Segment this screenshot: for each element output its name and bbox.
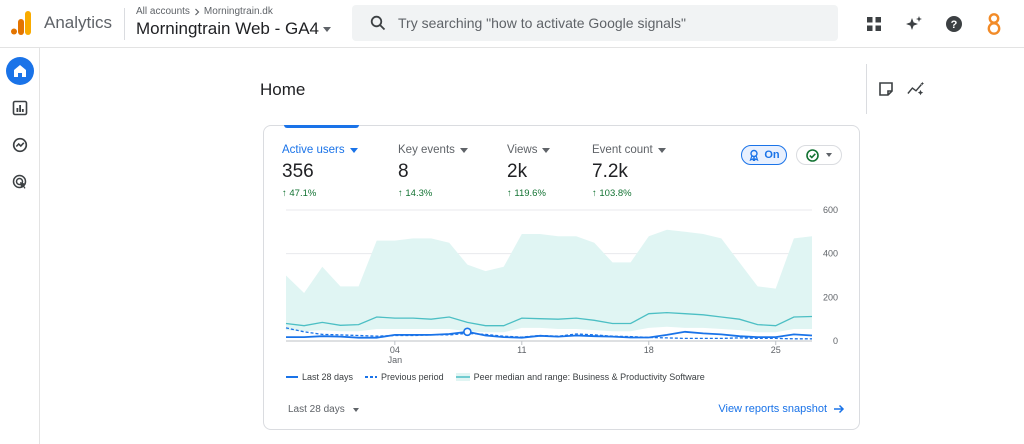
chevron-down-icon: [657, 147, 666, 153]
help-icon[interactable]: ?: [942, 12, 966, 36]
legend-label: Last 28 days: [302, 372, 354, 382]
top-icons: ?: [862, 12, 1006, 36]
metric-value: 2k: [507, 161, 528, 182]
x-tick-label: 04: [390, 345, 400, 355]
metric-name[interactable]: Views: [507, 144, 538, 156]
data-quality-dropdown[interactable]: [796, 145, 842, 165]
account-icon[interactable]: [982, 12, 1006, 36]
header-divider: [124, 8, 125, 40]
metric-name-container[interactable]: Key events: [398, 144, 468, 156]
view-link-label[interactable]: View reports snapshot: [718, 403, 827, 415]
advertising-icon[interactable]: [6, 168, 34, 196]
metric-change: ↑ 119.6%: [507, 188, 550, 199]
x-tick-month-label: Jan: [388, 355, 403, 364]
reports-icon[interactable]: [6, 94, 34, 122]
metric-value: 8: [398, 161, 409, 182]
series-line-solid: [286, 330, 813, 339]
view-reports-snapshot-link[interactable]: View reports snapshot: [718, 403, 845, 415]
metric-name-container[interactable]: Active users: [282, 144, 358, 156]
x-tick-label: 18: [644, 345, 654, 355]
hover-point: [463, 327, 472, 337]
metric-value: 7.2k: [592, 161, 628, 182]
chevron-down-icon: [826, 153, 832, 157]
left-nav: [0, 48, 40, 444]
property-name[interactable]: Morningtrain Web - GA4: [136, 19, 319, 38]
arrow-up-icon: ↑: [398, 188, 403, 199]
x-tick-label: 25: [771, 345, 781, 355]
search-bar[interactable]: [352, 5, 838, 41]
date-range-selector[interactable]: Last 28 days: [288, 404, 359, 415]
breadcrumb[interactable]: All accounts Morningtrain.dk: [136, 6, 273, 17]
metric-name-container[interactable]: Views: [507, 144, 551, 156]
metric-name[interactable]: Event count: [592, 144, 653, 156]
legend-swatch-solid: [286, 376, 298, 378]
legend-item-previous-period: Previous period: [365, 372, 444, 382]
notes-icon[interactable]: [877, 80, 895, 98]
metric-change-value: 103.8%: [599, 188, 632, 199]
series-line-median: [285, 311, 813, 327]
apps-grid-icon[interactable]: [862, 12, 886, 36]
legend-item-peer-median: Peer median and range: Business & Produc…: [455, 372, 705, 382]
metric-value: 356: [282, 161, 314, 182]
legend-item-last-28-days: Last 28 days: [286, 372, 353, 382]
metric-change-value: 47.1%: [289, 188, 317, 199]
peer-range-band: [286, 229, 812, 333]
analytics-logo-icon[interactable]: [10, 11, 32, 35]
x-tick-label: 11: [517, 345, 526, 355]
metric-event-count[interactable]: Event count 7.2k ↑ 103.8%: [592, 144, 666, 199]
chevron-down-icon: [349, 147, 358, 153]
home-icon[interactable]: [6, 57, 34, 85]
metric-name[interactable]: Active users: [282, 144, 345, 156]
date-range-label[interactable]: Last 28 days: [288, 404, 345, 415]
chevron-down-icon: [352, 407, 359, 412]
y-tick-label: 600: [823, 206, 838, 215]
search-icon: [370, 15, 386, 31]
breadcrumb-account[interactable]: Morningtrain.dk: [203, 6, 273, 17]
app-name: Analytics: [44, 13, 113, 32]
legend-label: Previous period: [381, 372, 444, 382]
chart-legend: Last 28 days Previous period Peer median…: [286, 372, 705, 382]
arrow-up-icon: ↑: [592, 188, 597, 199]
metric-active-users[interactable]: Active users 356 ↑ 47.1%: [282, 144, 358, 199]
chevron-down-icon: [322, 26, 331, 32]
svg-text:?: ?: [951, 19, 958, 31]
arrow-up-icon: ↑: [282, 188, 287, 199]
y-tick-label: 200: [823, 292, 838, 302]
arrow-right-icon: [834, 404, 845, 414]
benchmark-toggle[interactable]: On: [741, 145, 787, 165]
active-tab-indicator: [284, 125, 359, 128]
chevron-down-icon: [542, 147, 551, 153]
chevron-right-icon: [194, 8, 200, 15]
y-tick-label: 0: [833, 336, 838, 346]
y-tick-label: 400: [823, 249, 838, 259]
metric-change-value: 119.6%: [514, 188, 546, 199]
insights-icon[interactable]: [907, 80, 925, 98]
check-circle-icon: [806, 148, 819, 162]
page-title: Home: [260, 80, 306, 99]
sparkle-icon[interactable]: [902, 12, 926, 36]
right-rail-divider: [866, 64, 867, 114]
search-input[interactable]: [398, 15, 818, 31]
breadcrumb-all-accounts[interactable]: All accounts: [136, 6, 190, 17]
property-selector[interactable]: Morningtrain Web - GA4: [136, 19, 331, 39]
metric-name-container[interactable]: Event count: [592, 144, 666, 156]
metric-views[interactable]: Views 2k ↑ 119.6%: [507, 144, 551, 199]
arrow-up-icon: ↑: [507, 188, 512, 199]
metric-change: ↑ 14.3%: [398, 188, 468, 199]
metric-name[interactable]: Key events: [398, 144, 455, 156]
benchmark-label[interactable]: On: [764, 149, 780, 161]
chevron-down-icon: [459, 147, 468, 153]
metric-change: ↑ 103.8%: [592, 188, 666, 199]
benchmark-icon: [749, 149, 759, 161]
overview-card: Active users 356 ↑ 47.1% Key events 8 ↑ …: [263, 125, 860, 430]
metric-key-events[interactable]: Key events 8 ↑ 14.3%: [398, 144, 468, 199]
metric-change: ↑ 47.1%: [282, 188, 358, 199]
explore-icon[interactable]: [6, 131, 34, 159]
legend-label: Peer median and range: Business & Produc…: [473, 372, 705, 382]
legend-swatch-band: [455, 373, 470, 381]
legend-swatch-dashed: [365, 376, 378, 378]
metric-change-value: 14.3%: [405, 188, 433, 199]
top-bar: Analytics All accounts Morningtrain.dk M…: [0, 0, 1024, 48]
